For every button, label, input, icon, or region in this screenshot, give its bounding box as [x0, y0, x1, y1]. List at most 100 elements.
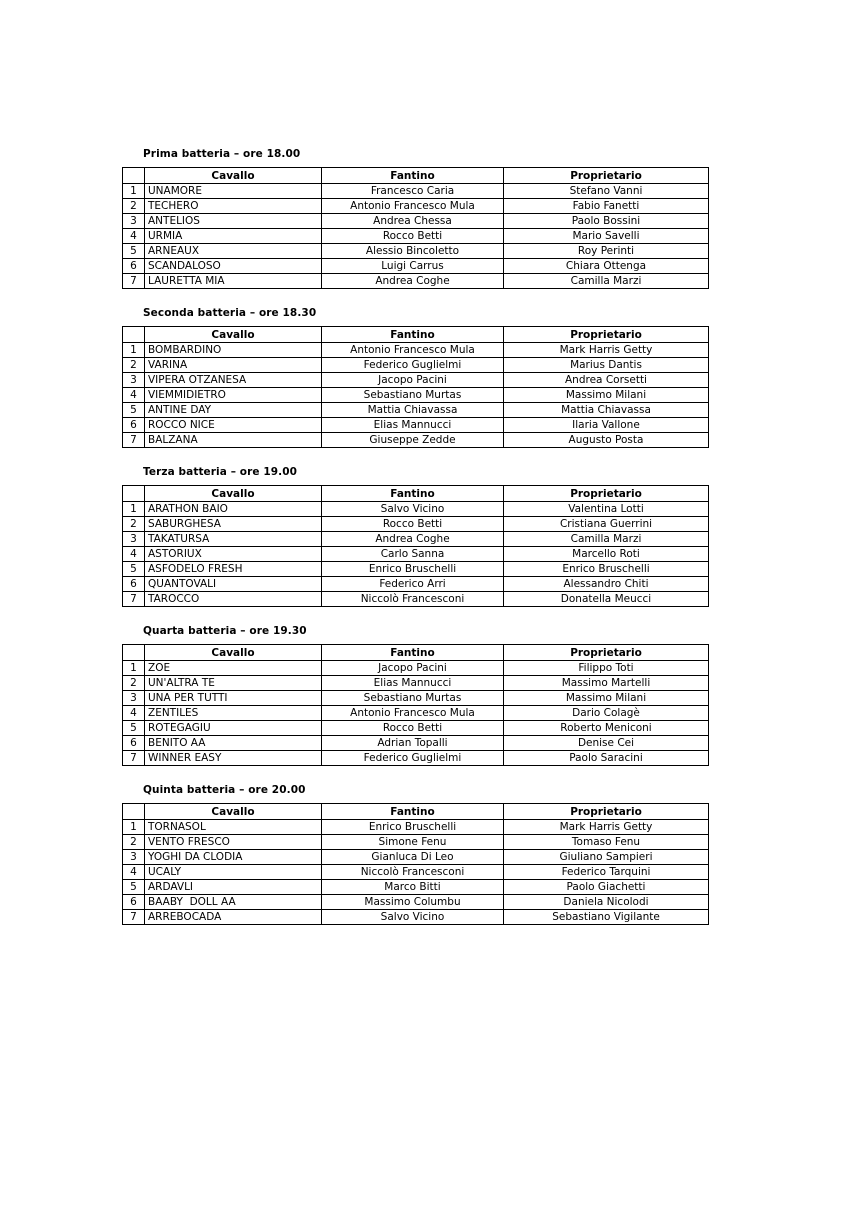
jockey-name: Enrico Bruschelli	[321, 819, 504, 835]
table-row: 4 VIEMMIDIETRO Sebastiano Murtas Massimo Mi…	[122, 387, 709, 403]
table-row: 7 BALZANA Giuseppe Zedde Augusto Posta	[122, 432, 709, 448]
table-row: 6 BENITO AA Adrian Topalli Denise Cei	[122, 735, 709, 751]
table-row: 4 ZENTILES Antonio Francesco Mula Dario Col…	[122, 705, 709, 721]
owner-name: Daniela Nicolodi	[503, 894, 709, 910]
row-number: 6	[122, 417, 145, 433]
owner-name: Augusto Posta	[503, 432, 709, 448]
jockey-name: Rocco Betti	[321, 516, 504, 532]
row-number: 7	[122, 750, 145, 766]
horse-name: VARINA	[144, 357, 322, 373]
batteria-block: Quarta batteria – ore 19.30 Cavallo Fantin…	[122, 625, 709, 766]
column-header-number	[122, 485, 145, 502]
row-number: 3	[122, 213, 145, 229]
horse-name: UCALY	[144, 864, 322, 880]
row-number: 4	[122, 705, 145, 721]
horse-name: ROTEGAGIU	[144, 720, 322, 736]
owner-name: Denise Cei	[503, 735, 709, 751]
row-number: 3	[122, 531, 145, 547]
jockey-name: Carlo Sanna	[321, 546, 504, 562]
jockey-name: Mattia Chiavassa	[321, 402, 504, 418]
row-number: 3	[122, 372, 145, 388]
horse-name: BAABY DOLL AA	[144, 894, 322, 910]
owner-name: Roy Perinti	[503, 243, 709, 259]
jockey-name: Andrea Chessa	[321, 213, 504, 229]
owner-name: Federico Tarquini	[503, 864, 709, 880]
horse-name: YOGHI DA CLODIA	[144, 849, 322, 865]
horse-name: ARDAVLI	[144, 879, 322, 895]
jockey-name: Federico Guglielmi	[321, 357, 504, 373]
table-header-row: Cavallo Fantino Proprietario	[122, 167, 709, 184]
owner-name: Cristiana Guerrini	[503, 516, 709, 532]
owner-name: Paolo Giachetti	[503, 879, 709, 895]
row-number: 7	[122, 432, 145, 448]
table-row: 2 VENTO FRESCO Simone Fenu Tomaso Fenu	[122, 834, 709, 850]
horse-name: ASTORIUX	[144, 546, 322, 562]
owner-name: Alessandro Chiti	[503, 576, 709, 592]
batteria-heading: Prima batteria – ore 18.00	[143, 148, 301, 160]
jockey-name: Massimo Columbu	[321, 894, 504, 910]
horse-name: TAKATURSA	[144, 531, 322, 547]
row-number: 4	[122, 387, 145, 403]
batteria-table: Cavallo Fantino Proprietario 1 BOMBARDINO Ant…	[122, 326, 709, 448]
column-header-number	[122, 803, 145, 820]
jockey-name: Niccolò Francesconi	[321, 591, 504, 607]
row-number: 7	[122, 591, 145, 607]
horse-name: ASFODELO FRESH	[144, 561, 322, 577]
table-row: 5 ARDAVLI Marco Bitti Paolo Giachetti	[122, 879, 709, 895]
table-row: 2 SABURGHESA Rocco Betti Cristiana Guerrini	[122, 516, 709, 532]
jockey-name: Enrico Bruschelli	[321, 561, 504, 577]
table-row: 5 ROTEGAGIU Rocco Betti Roberto Meniconi	[122, 720, 709, 736]
horse-name: ZENTILES	[144, 705, 322, 721]
jockey-name: Andrea Coghe	[321, 273, 504, 289]
horse-name: TAROCCO	[144, 591, 322, 607]
row-number: 2	[122, 834, 145, 850]
row-number: 7	[122, 273, 145, 289]
jockey-name: Luigi Carrus	[321, 258, 504, 274]
table-header-row: Cavallo Fantino Proprietario	[122, 326, 709, 343]
column-header-number	[122, 167, 145, 184]
row-number: 1	[122, 342, 145, 358]
column-header-owner: Proprietario	[503, 644, 709, 661]
column-header-number	[122, 644, 145, 661]
column-header-horse: Cavallo	[144, 167, 322, 184]
horse-name: ARREBOCADA	[144, 909, 322, 925]
jockey-name: Adrian Topalli	[321, 735, 504, 751]
owner-name: Mark Harris Getty	[503, 819, 709, 835]
batteria-block: Seconda batteria – ore 18.30 Cavallo Fanti…	[122, 307, 709, 448]
row-number: 4	[122, 228, 145, 244]
row-number: 4	[122, 864, 145, 880]
batteria-heading: Terza batteria – ore 19.00	[143, 466, 298, 478]
column-header-jockey: Fantino	[321, 167, 504, 184]
row-number: 1	[122, 183, 145, 199]
jockey-name: Sebastiano Murtas	[321, 690, 504, 706]
owner-name: Andrea Corsetti	[503, 372, 709, 388]
row-number: 2	[122, 675, 145, 691]
jockey-name: Federico Arri	[321, 576, 504, 592]
owner-name: Enrico Bruschelli	[503, 561, 709, 577]
jockey-name: Niccolò Francesconi	[321, 864, 504, 880]
horse-name: BENITO AA	[144, 735, 322, 751]
horse-name: UNAMORE	[144, 183, 322, 199]
batteria-table: Cavallo Fantino Proprietario 1 TORNASOL Enric…	[122, 803, 709, 925]
table-row: 6 QUANTOVALI Federico Arri Alessandro Chiti	[122, 576, 709, 592]
owner-name: Giuliano Sampieri	[503, 849, 709, 865]
horse-name: ROCCO NICE	[144, 417, 322, 433]
batteria-block: Quinta batteria – ore 20.00 Cavallo Fantin…	[122, 784, 709, 925]
batteria-block: Prima batteria – ore 18.00 Cavallo Fantino…	[122, 148, 709, 289]
jockey-name: Salvo Vicino	[321, 501, 504, 517]
table-header-row: Cavallo Fantino Proprietario	[122, 485, 709, 502]
jockey-name: Giuseppe Zedde	[321, 432, 504, 448]
row-number: 5	[122, 402, 145, 418]
horse-name: TORNASOL	[144, 819, 322, 835]
jockey-name: Francesco Caria	[321, 183, 504, 199]
horse-name: QUANTOVALI	[144, 576, 322, 592]
horse-name: LAURETTA MIA	[144, 273, 322, 289]
row-number: 6	[122, 258, 145, 274]
jockey-name: Rocco Betti	[321, 228, 504, 244]
column-header-owner: Proprietario	[503, 326, 709, 343]
owner-name: Paolo Saracini	[503, 750, 709, 766]
column-header-number	[122, 326, 145, 343]
column-header-jockey: Fantino	[321, 326, 504, 343]
table-row: 2 VARINA Federico Guglielmi Marius Dantis	[122, 357, 709, 373]
